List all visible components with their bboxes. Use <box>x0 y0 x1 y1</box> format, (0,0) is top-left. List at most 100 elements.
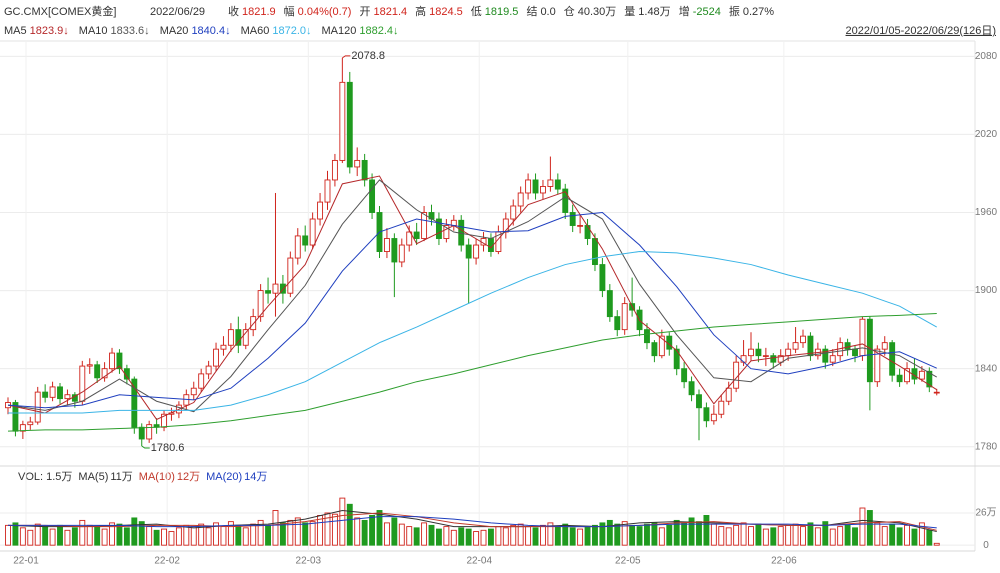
volume-bar <box>421 522 428 546</box>
candle-body <box>205 365 212 375</box>
volume-bar <box>904 524 910 546</box>
volume-bar <box>161 528 167 546</box>
candle-body <box>146 424 153 440</box>
candle-body <box>443 225 450 239</box>
candle-body <box>369 179 376 213</box>
y-tick-label: 1780 <box>975 441 998 452</box>
volume-bar <box>755 523 762 546</box>
candle-body <box>785 348 792 357</box>
volume-bar <box>584 526 591 546</box>
y-tick-label: 1900 <box>975 285 998 296</box>
legend-value: 1840.4↓ <box>191 25 230 37</box>
candle-body <box>770 355 777 363</box>
candle-body <box>131 378 138 428</box>
candle-body <box>807 335 814 357</box>
volume-bar <box>428 524 435 546</box>
candle-body <box>748 348 754 357</box>
candle-body <box>354 159 361 168</box>
volume-bar <box>629 524 636 546</box>
annotation-label: 2078.8 <box>351 50 385 62</box>
legend-name: MA120 <box>322 25 357 37</box>
date-range[interactable]: 2022/01/05-2022/06/29(126日) <box>846 25 996 37</box>
volume-bar <box>859 507 866 546</box>
volume-bar <box>64 529 71 546</box>
volume-bar <box>190 526 197 546</box>
candle-body <box>740 355 747 363</box>
volume-bar <box>636 526 643 546</box>
candle-body <box>64 394 71 400</box>
ma-line <box>8 251 937 414</box>
candle-body <box>554 179 561 190</box>
field-value: 1.48万 <box>638 6 670 18</box>
volume-bar <box>473 531 480 546</box>
volume-bar <box>807 522 814 546</box>
volume-bar <box>443 526 450 546</box>
candle-body <box>346 81 353 168</box>
x-tick-label: 22-04 <box>466 556 492 567</box>
y-tick-label: 2020 <box>975 129 998 140</box>
candle-body <box>361 159 368 181</box>
y-tick-label: 0 <box>983 540 989 551</box>
volume-bar <box>435 528 442 546</box>
volume-bar <box>383 522 390 546</box>
volume-bar <box>413 527 420 546</box>
legend-value: 1833.6↓ <box>111 25 150 37</box>
volume-bar <box>175 527 182 546</box>
candle-body <box>562 188 569 213</box>
volume-bar <box>681 522 688 546</box>
candle-body <box>577 225 584 227</box>
volume-bar <box>138 521 145 546</box>
candle-body <box>435 218 442 239</box>
candle-body <box>651 342 658 357</box>
candle-body <box>57 386 63 400</box>
candle-body <box>681 368 688 383</box>
candle-body <box>569 212 576 226</box>
candle-body <box>279 283 286 294</box>
field-value: 1821.4 <box>373 6 407 18</box>
candle-body <box>822 348 829 363</box>
volume-bar <box>309 521 316 546</box>
volume-bar <box>391 517 398 546</box>
legend-name: MA(10) <box>139 471 175 483</box>
volume-bar <box>889 523 896 546</box>
volume-bar <box>837 526 844 546</box>
volume-bar <box>495 526 502 546</box>
candle-body <box>510 205 517 220</box>
candle-body <box>198 373 205 389</box>
candle-body <box>465 244 472 259</box>
volume-bar <box>361 519 368 546</box>
legend-value: 14万 <box>244 471 267 483</box>
volume-bar <box>250 523 257 546</box>
volume-bar <box>101 528 108 546</box>
candle-body <box>94 364 101 379</box>
legend-name: MA60 <box>241 25 270 37</box>
volume-bar <box>547 522 554 546</box>
ma-line <box>7 175 938 421</box>
volume-bar <box>168 531 175 546</box>
candle-body <box>220 344 227 350</box>
volume-bar <box>696 521 702 546</box>
candle-body <box>101 368 108 379</box>
volume-bar <box>354 517 361 546</box>
candle-body <box>673 348 680 370</box>
volume-bar <box>926 529 933 546</box>
volume-bar <box>458 527 465 546</box>
candle-body <box>710 413 717 422</box>
symbol: GC.CMX[COMEX黄金] <box>4 4 116 18</box>
volume-bar <box>829 528 836 546</box>
candle-body <box>852 348 858 357</box>
candle-body <box>755 348 762 357</box>
volume-bar <box>800 526 806 546</box>
x-tick-label: 22-05 <box>615 556 641 567</box>
candle-body <box>49 386 56 398</box>
legend-name: MA(5) <box>78 471 108 483</box>
field-label: 开 <box>359 6 370 18</box>
volume-bar <box>502 527 509 546</box>
candle-body <box>829 355 836 363</box>
ma-line <box>8 512 937 531</box>
volume-bar <box>718 526 725 546</box>
volume-bar <box>569 527 576 546</box>
candle-body <box>109 352 115 370</box>
field-label: 高 <box>415 4 426 18</box>
